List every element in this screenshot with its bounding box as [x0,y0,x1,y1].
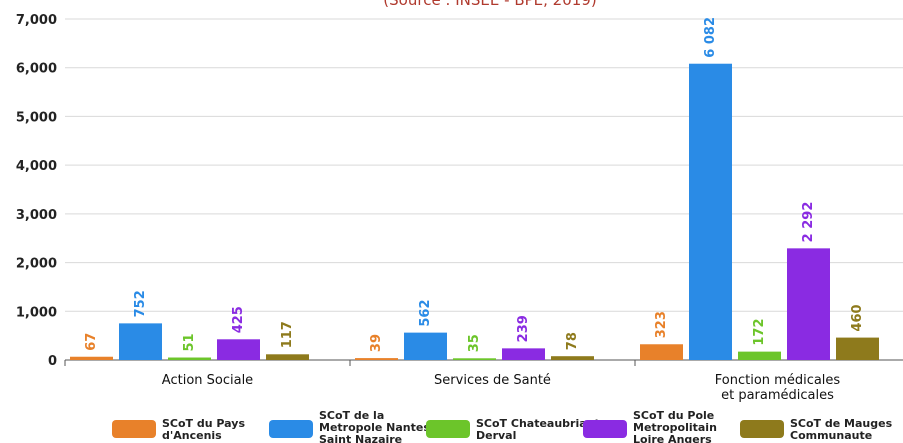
legend-label: SCoT du Pole Metropolitain Loire Angers [633,409,717,443]
bar [738,351,781,360]
legend-item: SCoT Chateaubriant Derval [426,417,600,442]
legend-label: SCoT de la Metropole Nantes -Saint Nazair… [319,409,438,443]
bar-value-label: 752 [133,290,148,317]
bar-value-label: 39 [369,334,384,352]
data-labels: 67 752 51 425 117 39 562 35 239 78 323 6 082 172 2 29… [84,17,865,352]
legend-label-line: SCoT du Pays [162,417,245,430]
bar-value-label: 51 [182,333,197,351]
legend-swatch [426,420,470,438]
legend-label-line: SCoT du Pole [633,409,714,422]
legend-label-line: Metropole Nantes - [319,421,438,434]
y-tick-label: 7,000 [16,13,57,28]
bar [689,63,732,360]
bar-value-label: 562 [418,299,433,326]
bar [640,344,683,360]
y-tick-label: 6,000 [16,62,57,77]
legend-item: SCoT du Pays d'Ancenis [112,417,245,442]
bar-value-label: 323 [654,311,669,338]
bar [502,348,545,360]
legend-swatch [583,420,627,438]
legend-label-line: Loire Angers [633,433,712,443]
bar-value-label: 117 [280,321,295,348]
category-label-line: Fonction médicales [715,373,841,388]
category-label-line: Services de Santé [434,373,551,388]
bar [119,323,162,360]
bar [404,332,447,360]
bar-value-label: 78 [565,332,580,350]
bar-value-label: 460 [850,304,865,331]
legend: SCoT du Pays d'Ancenis SCoT de la Metropole… [112,409,893,443]
y-tick-label: 0 [48,354,57,369]
bar-value-label: 35 [467,334,482,352]
x-axis: Action Sociale Services de Santé Fonction … [64,360,841,403]
bar-value-label: 2 292 [801,202,816,243]
bar [787,248,830,360]
bar-value-label: 172 [752,318,767,345]
legend-label-line: SCoT de Mauges [790,417,893,430]
bar [266,354,309,360]
y-tick-label: 2,000 [16,257,57,272]
bar [355,358,398,360]
legend-swatch [112,420,156,438]
bar-value-label: 425 [231,306,246,333]
y-tick-label: 1,000 [16,305,57,320]
grid-lines [65,18,903,361]
bar [453,358,496,360]
bar [168,357,211,360]
y-tick-label: 3,000 [16,208,57,223]
legend-label-line: Communaute [790,429,872,442]
legend-swatch [740,420,784,438]
category-label-line: et paramédicales [721,388,834,403]
legend-label-line: Saint Nazaire [319,433,402,443]
y-axis: 0 1,000 2,000 3,000 4,000 5,000 6,000 7,000 [16,13,57,369]
y-tick-label: 5,000 [16,110,57,125]
category-label: Services de Santé [434,373,551,388]
bar [70,356,113,360]
legend-label: SCoT de Mauges Communaute [790,417,893,442]
bar [551,356,594,360]
legend-label-line: d'Ancenis [162,429,222,442]
y-tick-label: 4,000 [16,159,57,174]
legend-item: SCoT du Pole Metropolitain Loire Angers [583,409,717,443]
legend-label-line: Derval [476,429,516,442]
legend-item: SCoT de Mauges Communaute [740,417,893,442]
legend-label-line: SCoT Chateaubriant [476,417,600,430]
category-label-line: Action Sociale [162,373,253,388]
legend-swatch [269,420,313,438]
legend-label-line: Metropolitain [633,421,717,434]
legend-label: SCoT Chateaubriant Derval [476,417,600,442]
bar [836,337,879,360]
bar-value-label: 239 [516,315,531,342]
category-label: Fonction médicales et paramédicales [715,373,841,403]
bars [70,63,879,360]
legend-item: SCoT de la Metropole Nantes -Saint Nazair… [269,409,438,443]
category-label: Action Sociale [162,373,253,388]
chart-subtitle: (Source : INSEE - BPE, 2019) [383,0,596,9]
bar-value-label: 67 [84,333,99,351]
bar-value-label: 6 082 [703,17,718,58]
legend-label: SCoT du Pays d'Ancenis [162,417,245,442]
legend-label-line: SCoT de la [319,409,384,422]
bar [217,339,260,360]
